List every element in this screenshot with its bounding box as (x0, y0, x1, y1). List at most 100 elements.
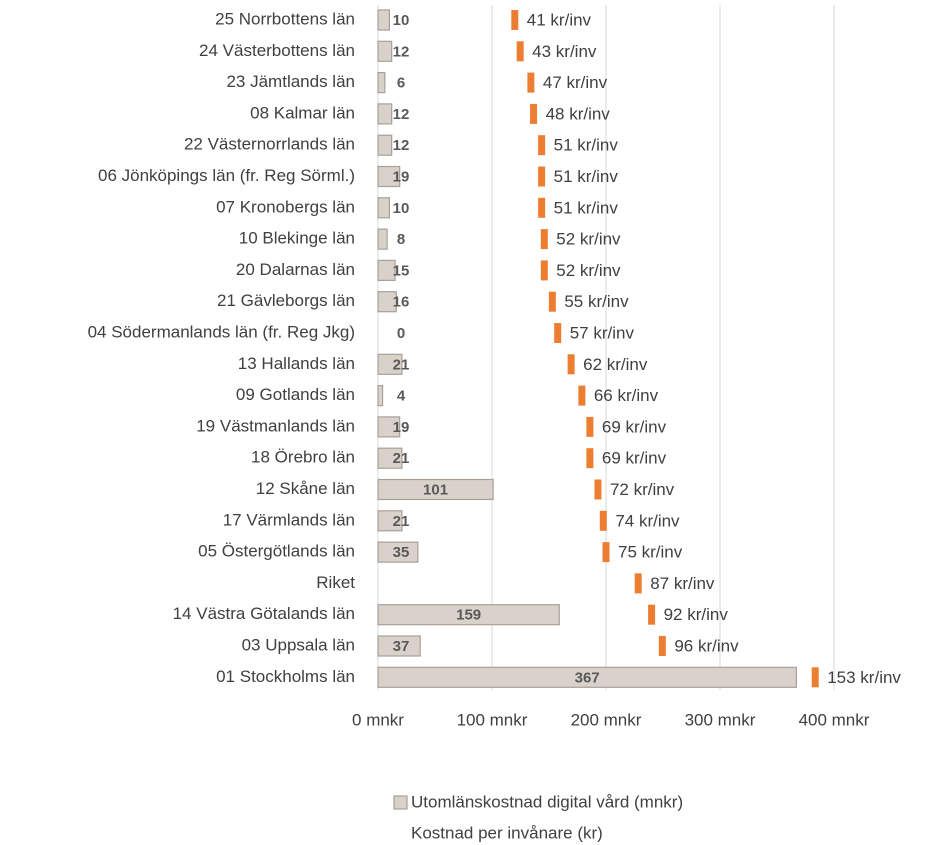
marker (540, 260, 548, 281)
x-tick-label: 100 mnkr (457, 710, 528, 729)
bar (377, 385, 384, 407)
bar-value-label: 6 (397, 75, 405, 92)
marker (554, 323, 562, 343)
marker-value-label: 51 kr/inv (554, 167, 619, 186)
bar-value-label: 4 (397, 388, 406, 405)
category-label: 04 Södermanlands län (fr. Reg Jkg) (88, 322, 355, 341)
category-label: 13 Hallands län (238, 354, 355, 373)
bar (377, 291, 397, 313)
category-label: 06 Jönköpings län (fr. Reg Sörml.) (98, 166, 355, 185)
marker-value-label: 153 kr/inv (827, 668, 901, 687)
marker-value-label: 92 kr/inv (664, 605, 729, 624)
category-label: 18 Örebro län (251, 448, 355, 467)
bar-value-label: 12 (393, 43, 410, 60)
bar (377, 353, 403, 375)
category-label: 21 Gävleborgs län (217, 291, 355, 310)
category-label: 20 Dalarnas län (236, 260, 355, 279)
category-label: 24 Västerbottens län (199, 41, 355, 60)
marker (567, 354, 575, 375)
category-label: 23 Jämtlands län (226, 72, 355, 91)
marker (538, 135, 546, 156)
category-label: 22 Västernorrlands län (184, 135, 355, 154)
bar-value-label: 21 (393, 356, 410, 373)
bar (377, 103, 393, 125)
marker (527, 72, 535, 93)
bar-value-label: 21 (393, 450, 410, 467)
bar-value-label: 37 (393, 638, 410, 655)
category-label: 07 Kronobergs län (216, 197, 355, 216)
category-label: 01 Stockholms län (216, 667, 355, 686)
marker (530, 103, 538, 124)
bar-value-label: 35 (393, 544, 410, 561)
marker (594, 479, 602, 500)
marker-value-label: 52 kr/inv (556, 261, 621, 280)
bar (377, 635, 421, 657)
bar (377, 71, 386, 94)
bar (377, 541, 419, 563)
category-label: 09 Gotlands län (236, 385, 355, 404)
marker-value-label: 69 kr/inv (602, 417, 667, 436)
marker (511, 10, 519, 30)
marker (648, 604, 656, 625)
marker-value-label: 74 kr/inv (615, 511, 680, 530)
bar (377, 478, 494, 501)
marker (538, 197, 546, 218)
bar (377, 510, 403, 532)
marker (516, 41, 524, 62)
x-tick-label: 400 mnkr (799, 710, 870, 729)
marker-value-label: 55 kr/inv (564, 292, 629, 311)
category-label: 14 Västra Götalands län (173, 604, 355, 623)
bar-value-label: 8 (397, 231, 405, 248)
marker (540, 229, 548, 250)
bar-value-label: 12 (393, 137, 410, 154)
marker-value-label: 66 kr/inv (594, 386, 659, 405)
marker-value-label: 43 kr/inv (532, 42, 597, 61)
bar (377, 416, 401, 438)
marker-value-label: 48 kr/inv (546, 104, 611, 123)
marker-value-label: 57 kr/inv (570, 323, 635, 342)
bar-value-label: 367 (575, 669, 600, 686)
x-tick-label: 200 mnkr (571, 710, 642, 729)
marker (599, 510, 607, 531)
marker (586, 416, 594, 437)
bar-value-label: 101 (423, 481, 448, 498)
bar-value-label: 19 (393, 419, 410, 436)
marker-value-label: 69 kr/inv (602, 449, 667, 468)
bar (377, 666, 797, 688)
marker-value-label: 96 kr/inv (674, 636, 739, 655)
category-label: 25 Norrbottens län (215, 9, 355, 28)
category-label: 17 Värmlands län (223, 510, 355, 529)
bar-value-label: 16 (393, 294, 410, 311)
bar (377, 447, 403, 469)
marker (602, 542, 610, 563)
x-tick-label: 300 mnkr (685, 710, 756, 729)
marker (578, 385, 586, 406)
legend-label: Kostnad per invånare (kr) (411, 823, 603, 842)
marker (811, 667, 819, 688)
x-tick-label: 0 mnkr (352, 710, 404, 729)
bar (377, 228, 388, 250)
bar-value-label: 10 (393, 200, 410, 217)
bar-value-label: 10 (393, 12, 410, 29)
bar (377, 259, 396, 281)
category-label: 19 Västmanlands län (196, 416, 355, 435)
marker (538, 166, 546, 187)
legend-label: Utomlänskostnad digital vård (mnkr) (411, 792, 683, 811)
category-label: Riket (316, 573, 355, 592)
marker-value-label: 41 kr/inv (527, 10, 592, 29)
marker-value-label: 62 kr/inv (583, 355, 648, 374)
marker (634, 573, 642, 594)
category-label: 12 Skåne län (256, 479, 355, 498)
category-label: 08 Kalmar län (250, 103, 355, 122)
legend-swatch (393, 795, 408, 810)
marker-value-label: 72 kr/inv (610, 480, 675, 499)
category-label: 10 Blekinge län (239, 229, 355, 248)
bar-value-label: 15 (393, 262, 410, 279)
marker-value-label: 87 kr/inv (650, 574, 715, 593)
marker-value-label: 51 kr/inv (554, 136, 619, 155)
bar (377, 9, 390, 31)
marker-value-label: 52 kr/inv (556, 230, 621, 249)
marker-value-label: 75 kr/inv (618, 543, 683, 562)
bar (377, 604, 560, 626)
marker-value-label: 51 kr/inv (554, 198, 619, 217)
